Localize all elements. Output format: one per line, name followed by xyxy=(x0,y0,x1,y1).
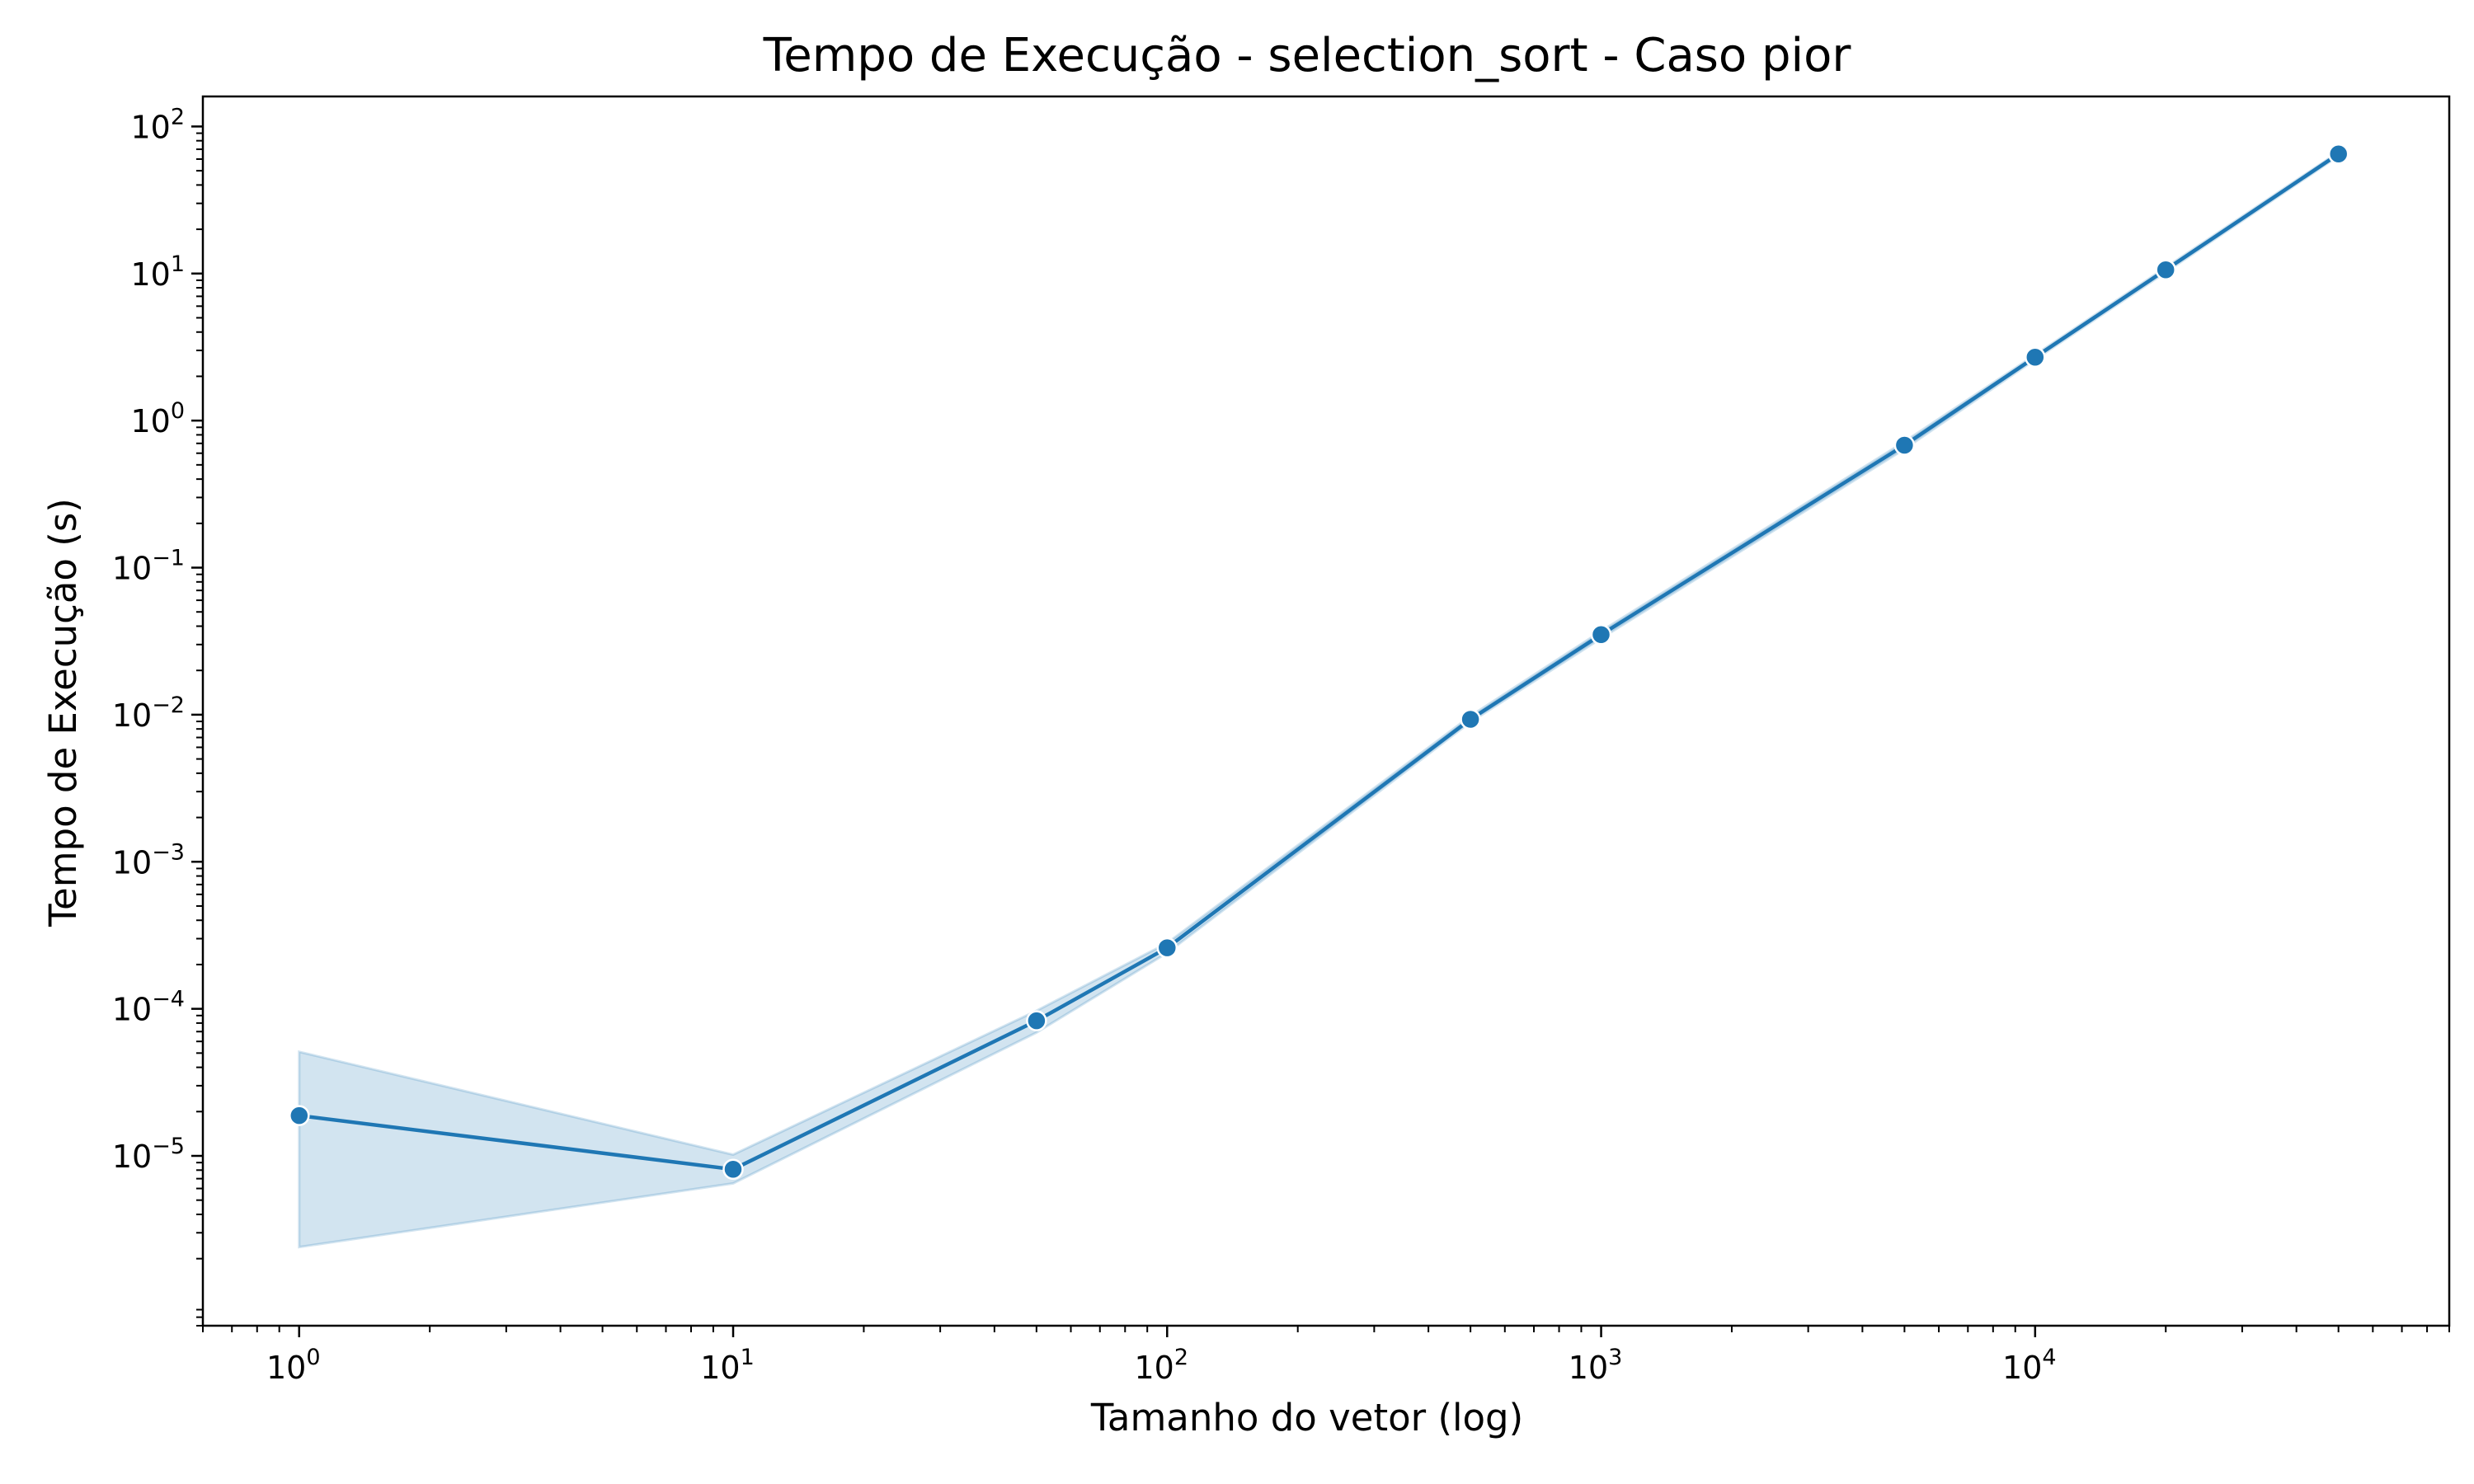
data-point xyxy=(1460,708,1481,730)
x-axis-label: Tamanho do vetor (log) xyxy=(1090,1396,1523,1439)
data-point xyxy=(2155,259,2176,281)
y-tick-exponent: 0 xyxy=(171,398,185,424)
x-tick-exponent: 4 xyxy=(2042,1345,2056,1370)
data-point xyxy=(1026,1010,1047,1031)
y-tick-exponent: −4 xyxy=(152,987,185,1012)
y-tick-exponent: −3 xyxy=(152,839,185,865)
x-tick-exponent: 2 xyxy=(1174,1345,1188,1370)
data-point xyxy=(289,1105,310,1126)
chart-title: Tempo de Execução - selection_sort - Cas… xyxy=(763,29,1852,82)
data-point xyxy=(722,1158,744,1181)
axes-frame xyxy=(201,95,2451,1327)
data-point xyxy=(1590,624,1612,646)
y-tick-label: 10−2 xyxy=(112,693,185,734)
plot-area xyxy=(289,143,2349,1249)
y-tick-exponent: −1 xyxy=(152,546,185,571)
data-point xyxy=(1156,937,1178,959)
y-tick-label: 100 xyxy=(130,398,185,439)
x-tick-exponent: 1 xyxy=(741,1345,755,1370)
x-tick-label: 101 xyxy=(700,1345,755,1386)
data-point xyxy=(2025,346,2046,368)
y-tick-exponent: −5 xyxy=(152,1134,185,1159)
data-point xyxy=(2327,143,2349,165)
x-tick-exponent: 3 xyxy=(1608,1345,1622,1370)
data-point xyxy=(1893,434,1916,456)
y-tick-label: 10−5 xyxy=(112,1134,185,1175)
y-axis-label: Tempo de Execução (s) xyxy=(41,498,85,928)
x-axis: 100 101 102 103 104 xyxy=(202,1326,2450,1386)
x-tick-exponent: 0 xyxy=(306,1345,320,1370)
y-tick-exponent: −2 xyxy=(152,693,185,718)
y-tick-exponent: 1 xyxy=(171,251,185,277)
y-tick-exponent: 2 xyxy=(171,104,185,129)
series-line xyxy=(297,152,2340,1172)
